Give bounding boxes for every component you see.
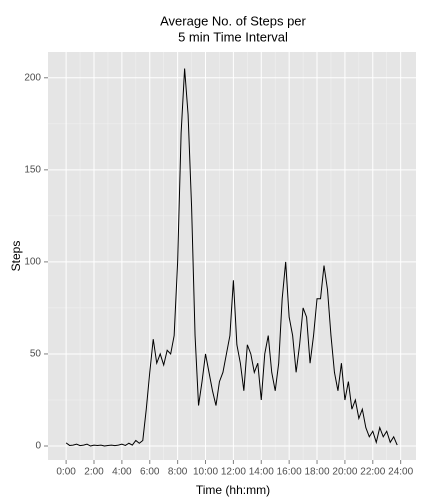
x-tick-label: 22:00	[360, 467, 385, 478]
chart-title: 5 min Time Interval	[178, 29, 288, 44]
x-axis-label: Time (hh:mm)	[196, 483, 270, 497]
x-tick-label: 18:00	[305, 467, 330, 478]
x-tick-label: 24:00	[388, 467, 413, 478]
y-tick-label: 150	[24, 164, 41, 175]
x-tick-label: 0:00	[56, 467, 76, 478]
x-tick-label: 12:00	[221, 467, 246, 478]
x-tick-label: 16:00	[277, 467, 302, 478]
chart-title: Average No. of Steps per	[160, 13, 306, 28]
x-tick-label: 14:00	[249, 467, 274, 478]
x-tick-label: 4:00	[112, 467, 132, 478]
y-tick-label: 100	[24, 257, 41, 268]
x-tick-label: 8:00	[168, 467, 188, 478]
x-tick-label: 6:00	[140, 467, 160, 478]
y-tick-label: 50	[30, 349, 42, 360]
x-tick-label: 20:00	[332, 467, 357, 478]
y-axis-label: Steps	[9, 241, 23, 272]
y-tick-label: 0	[35, 441, 41, 452]
x-tick-label: 2:00	[84, 467, 104, 478]
data-line	[65, 68, 398, 447]
y-tick-label: 200	[24, 72, 41, 83]
plot-panel	[48, 52, 416, 460]
x-tick-label: 10:00	[193, 467, 218, 478]
